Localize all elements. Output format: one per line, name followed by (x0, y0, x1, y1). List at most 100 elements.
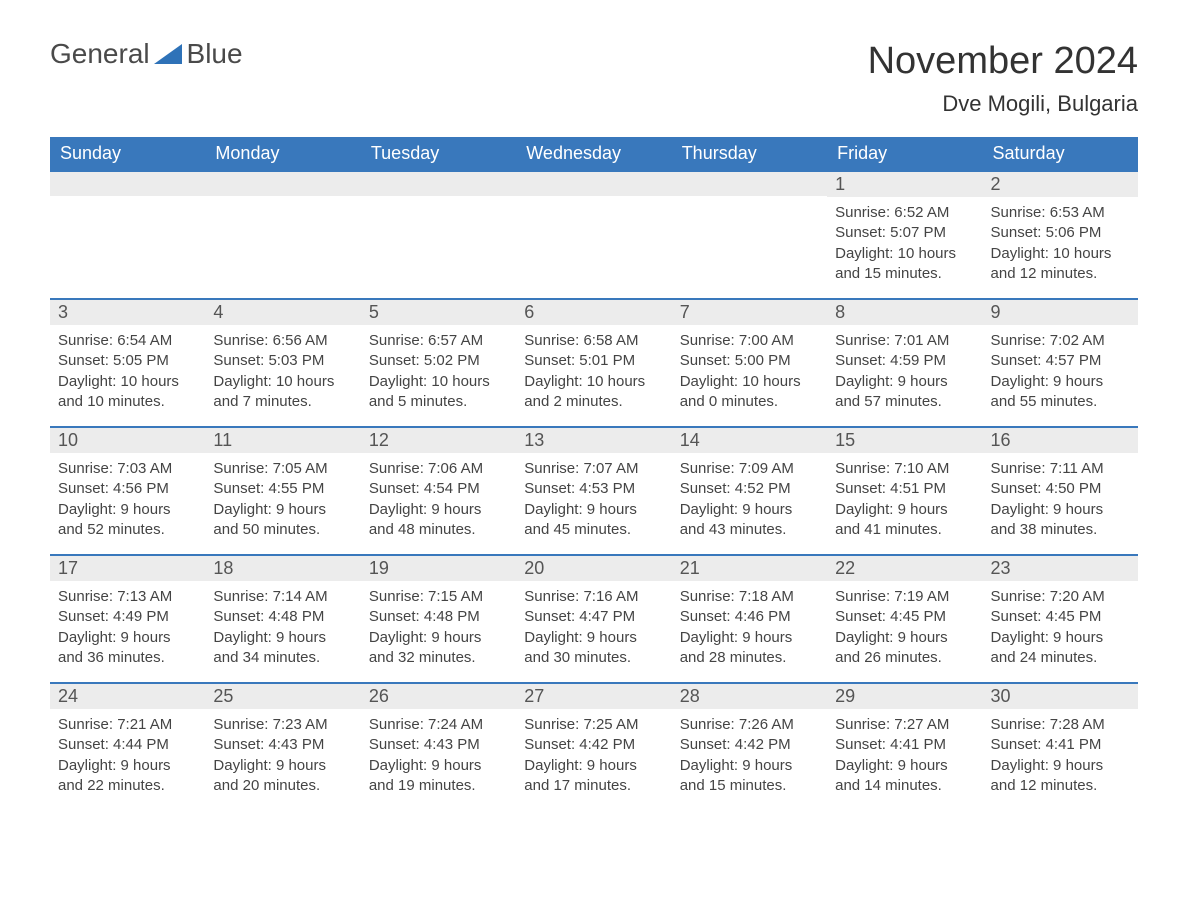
sunset-line: Sunset: 4:42 PM (524, 735, 663, 755)
daylight-line: Daylight: 10 hours and 2 minutes. (524, 372, 663, 413)
day-cell: 16Sunrise: 7:11 AMSunset: 4:50 PMDayligh… (983, 427, 1138, 555)
daylight-line: Daylight: 9 hours and 20 minutes. (213, 756, 352, 797)
day-details: Sunrise: 7:28 AMSunset: 4:41 PMDaylight:… (983, 709, 1138, 802)
sunrise-line: Sunrise: 7:00 AM (680, 331, 819, 351)
day-cell: 2Sunrise: 6:53 AMSunset: 5:06 PMDaylight… (983, 171, 1138, 299)
daylight-line: Daylight: 9 hours and 36 minutes. (58, 628, 197, 669)
day-details: Sunrise: 7:14 AMSunset: 4:48 PMDaylight:… (205, 581, 360, 674)
sunrise-line: Sunrise: 7:27 AM (835, 715, 974, 735)
sunrise-line: Sunrise: 7:25 AM (524, 715, 663, 735)
day-number: 23 (983, 556, 1138, 581)
sunrise-line: Sunrise: 7:26 AM (680, 715, 819, 735)
day-cell: 19Sunrise: 7:15 AMSunset: 4:48 PMDayligh… (361, 555, 516, 683)
day-cell: 8Sunrise: 7:01 AMSunset: 4:59 PMDaylight… (827, 299, 982, 427)
sunset-line: Sunset: 5:01 PM (524, 351, 663, 371)
sunset-line: Sunset: 4:49 PM (58, 607, 197, 627)
daylight-line: Daylight: 9 hours and 50 minutes. (213, 500, 352, 541)
sunrise-line: Sunrise: 7:16 AM (524, 587, 663, 607)
weekday-header: Friday (827, 137, 982, 171)
day-details: Sunrise: 7:00 AMSunset: 5:00 PMDaylight:… (672, 325, 827, 418)
sunset-line: Sunset: 4:41 PM (991, 735, 1130, 755)
calendar-row: 1Sunrise: 6:52 AMSunset: 5:07 PMDaylight… (50, 171, 1138, 299)
day-details: Sunrise: 7:21 AMSunset: 4:44 PMDaylight:… (50, 709, 205, 802)
day-cell: 27Sunrise: 7:25 AMSunset: 4:42 PMDayligh… (516, 683, 671, 811)
sunrise-line: Sunrise: 7:18 AM (680, 587, 819, 607)
weekday-header: Monday (205, 137, 360, 171)
sunset-line: Sunset: 5:02 PM (369, 351, 508, 371)
day-details: Sunrise: 7:23 AMSunset: 4:43 PMDaylight:… (205, 709, 360, 802)
day-details: Sunrise: 7:13 AMSunset: 4:49 PMDaylight:… (50, 581, 205, 674)
daylight-line: Daylight: 10 hours and 12 minutes. (991, 244, 1130, 285)
day-details: Sunrise: 7:07 AMSunset: 4:53 PMDaylight:… (516, 453, 671, 546)
day-number: 3 (50, 300, 205, 325)
sunset-line: Sunset: 4:51 PM (835, 479, 974, 499)
sunrise-line: Sunrise: 7:13 AM (58, 587, 197, 607)
day-cell: 26 Sunrise: 7:24 AMSunset: 4:43 PMDayligh… (361, 683, 516, 811)
daylight-line: Daylight: 9 hours and 34 minutes. (213, 628, 352, 669)
day-number: 21 (672, 556, 827, 581)
empty-daynum (516, 172, 671, 196)
sunset-line: Sunset: 4:43 PM (369, 735, 508, 755)
calendar-row: 3Sunrise: 6:54 AMSunset: 5:05 PMDaylight… (50, 299, 1138, 427)
calendar-row: 17Sunrise: 7:13 AMSunset: 4:49 PMDayligh… (50, 555, 1138, 683)
empty-daynum (361, 172, 516, 196)
day-number: 30 (983, 684, 1138, 709)
sunrise-line: Sunrise: 7:02 AM (991, 331, 1130, 351)
day-cell: 15Sunrise: 7:10 AMSunset: 4:51 PMDayligh… (827, 427, 982, 555)
day-number: 16 (983, 428, 1138, 453)
logo-word1: General (50, 38, 150, 69)
daylight-line: Daylight: 9 hours and 48 minutes. (369, 500, 508, 541)
sunset-line: Sunset: 5:00 PM (680, 351, 819, 371)
calendar-table: SundayMondayTuesdayWednesdayThursdayFrid… (50, 137, 1138, 811)
day-cell: 20Sunrise: 7:16 AMSunset: 4:47 PMDayligh… (516, 555, 671, 683)
day-details: Sunrise: 6:52 AMSunset: 5:07 PMDaylight:… (827, 197, 982, 290)
sunset-line: Sunset: 4:42 PM (680, 735, 819, 755)
sunset-line: Sunset: 4:55 PM (213, 479, 352, 499)
daylight-line: Daylight: 9 hours and 19 minutes. (369, 756, 508, 797)
day-details: Sunrise: 7:27 AMSunset: 4:41 PMDaylight:… (827, 709, 982, 802)
day-cell: 5Sunrise: 6:57 AMSunset: 5:02 PMDaylight… (361, 299, 516, 427)
sunrise-line: Sunrise: 7:15 AM (369, 587, 508, 607)
day-number: 26 (361, 684, 516, 709)
sunset-line: Sunset: 4:48 PM (213, 607, 352, 627)
day-number: 19 (361, 556, 516, 581)
empty-daynum (205, 172, 360, 196)
day-cell: 6Sunrise: 6:58 AMSunset: 5:01 PMDaylight… (516, 299, 671, 427)
day-cell: 12Sunrise: 7:06 AMSunset: 4:54 PMDayligh… (361, 427, 516, 555)
daylight-line: Daylight: 9 hours and 45 minutes. (524, 500, 663, 541)
day-cell: 11Sunrise: 7:05 AMSunset: 4:55 PMDayligh… (205, 427, 360, 555)
sunrise-line: Sunrise: 7:20 AM (991, 587, 1130, 607)
sunset-line: Sunset: 4:57 PM (991, 351, 1130, 371)
day-details: Sunrise: 7:18 AMSunset: 4:46 PMDaylight:… (672, 581, 827, 674)
day-details: Sunrise: 7:05 AMSunset: 4:55 PMDaylight:… (205, 453, 360, 546)
sunrise-line: Sunrise: 7:24 AM (369, 715, 508, 735)
day-cell: 29Sunrise: 7:27 AMSunset: 4:41 PMDayligh… (827, 683, 982, 811)
weekday-header: Thursday (672, 137, 827, 171)
day-number: 27 (516, 684, 671, 709)
day-number: 14 (672, 428, 827, 453)
day-details: Sunrise: 7:16 AMSunset: 4:47 PMDaylight:… (516, 581, 671, 674)
logo: General Blue (50, 40, 243, 69)
day-cell: 13Sunrise: 7:07 AMSunset: 4:53 PMDayligh… (516, 427, 671, 555)
daylight-line: Daylight: 9 hours and 32 minutes. (369, 628, 508, 669)
day-details: Sunrise: 6:54 AMSunset: 5:05 PMDaylight:… (50, 325, 205, 418)
day-cell: 25Sunrise: 7:23 AMSunset: 4:43 PMDayligh… (205, 683, 360, 811)
day-number: 1 (827, 172, 982, 197)
day-details: Sunrise: 7:02 AMSunset: 4:57 PMDaylight:… (983, 325, 1138, 418)
day-number: 6 (516, 300, 671, 325)
sunset-line: Sunset: 4:45 PM (991, 607, 1130, 627)
day-number: 8 (827, 300, 982, 325)
empty-daynum (672, 172, 827, 196)
day-details: Sunrise: 6:58 AMSunset: 5:01 PMDaylight:… (516, 325, 671, 418)
calendar-row: 10Sunrise: 7:03 AMSunset: 4:56 PMDayligh… (50, 427, 1138, 555)
daylight-line: Daylight: 10 hours and 5 minutes. (369, 372, 508, 413)
day-cell: 22Sunrise: 7:19 AMSunset: 4:45 PMDayligh… (827, 555, 982, 683)
day-details: Sunrise: 6:57 AMSunset: 5:02 PMDaylight:… (361, 325, 516, 418)
logo-word2: Blue (187, 38, 243, 69)
header: General Blue November 2024 Dve Mogili, B… (50, 40, 1138, 117)
day-cell: 21Sunrise: 7:18 AMSunset: 4:46 PMDayligh… (672, 555, 827, 683)
weekday-header: Wednesday (516, 137, 671, 171)
sunrise-line: Sunrise: 7:07 AM (524, 459, 663, 479)
sunset-line: Sunset: 4:45 PM (835, 607, 974, 627)
day-details: Sunrise: 7:15 AMSunset: 4:48 PMDaylight:… (361, 581, 516, 674)
